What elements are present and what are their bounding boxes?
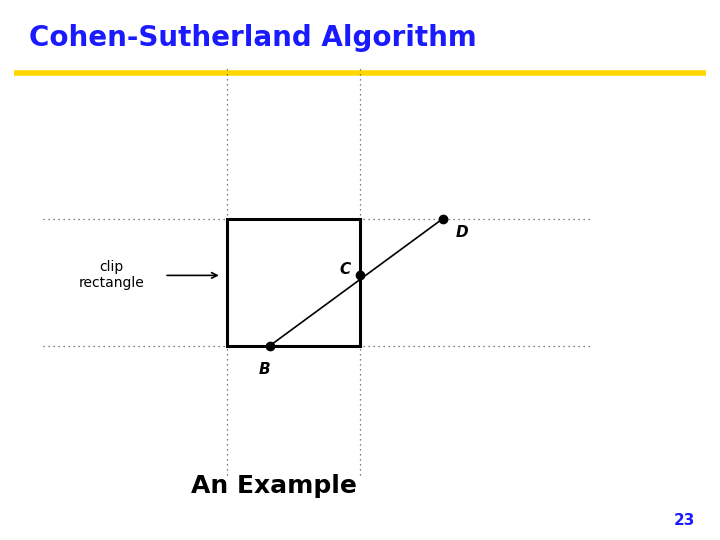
Text: An Example: An Example <box>191 474 356 498</box>
Text: 23: 23 <box>673 513 695 528</box>
Bar <box>227 219 360 346</box>
Text: B: B <box>258 362 270 377</box>
Text: clip
rectangle: clip rectangle <box>78 260 145 291</box>
Text: C: C <box>340 262 351 278</box>
Text: D: D <box>456 225 469 240</box>
Text: Cohen-Sutherland Algorithm: Cohen-Sutherland Algorithm <box>29 24 477 52</box>
